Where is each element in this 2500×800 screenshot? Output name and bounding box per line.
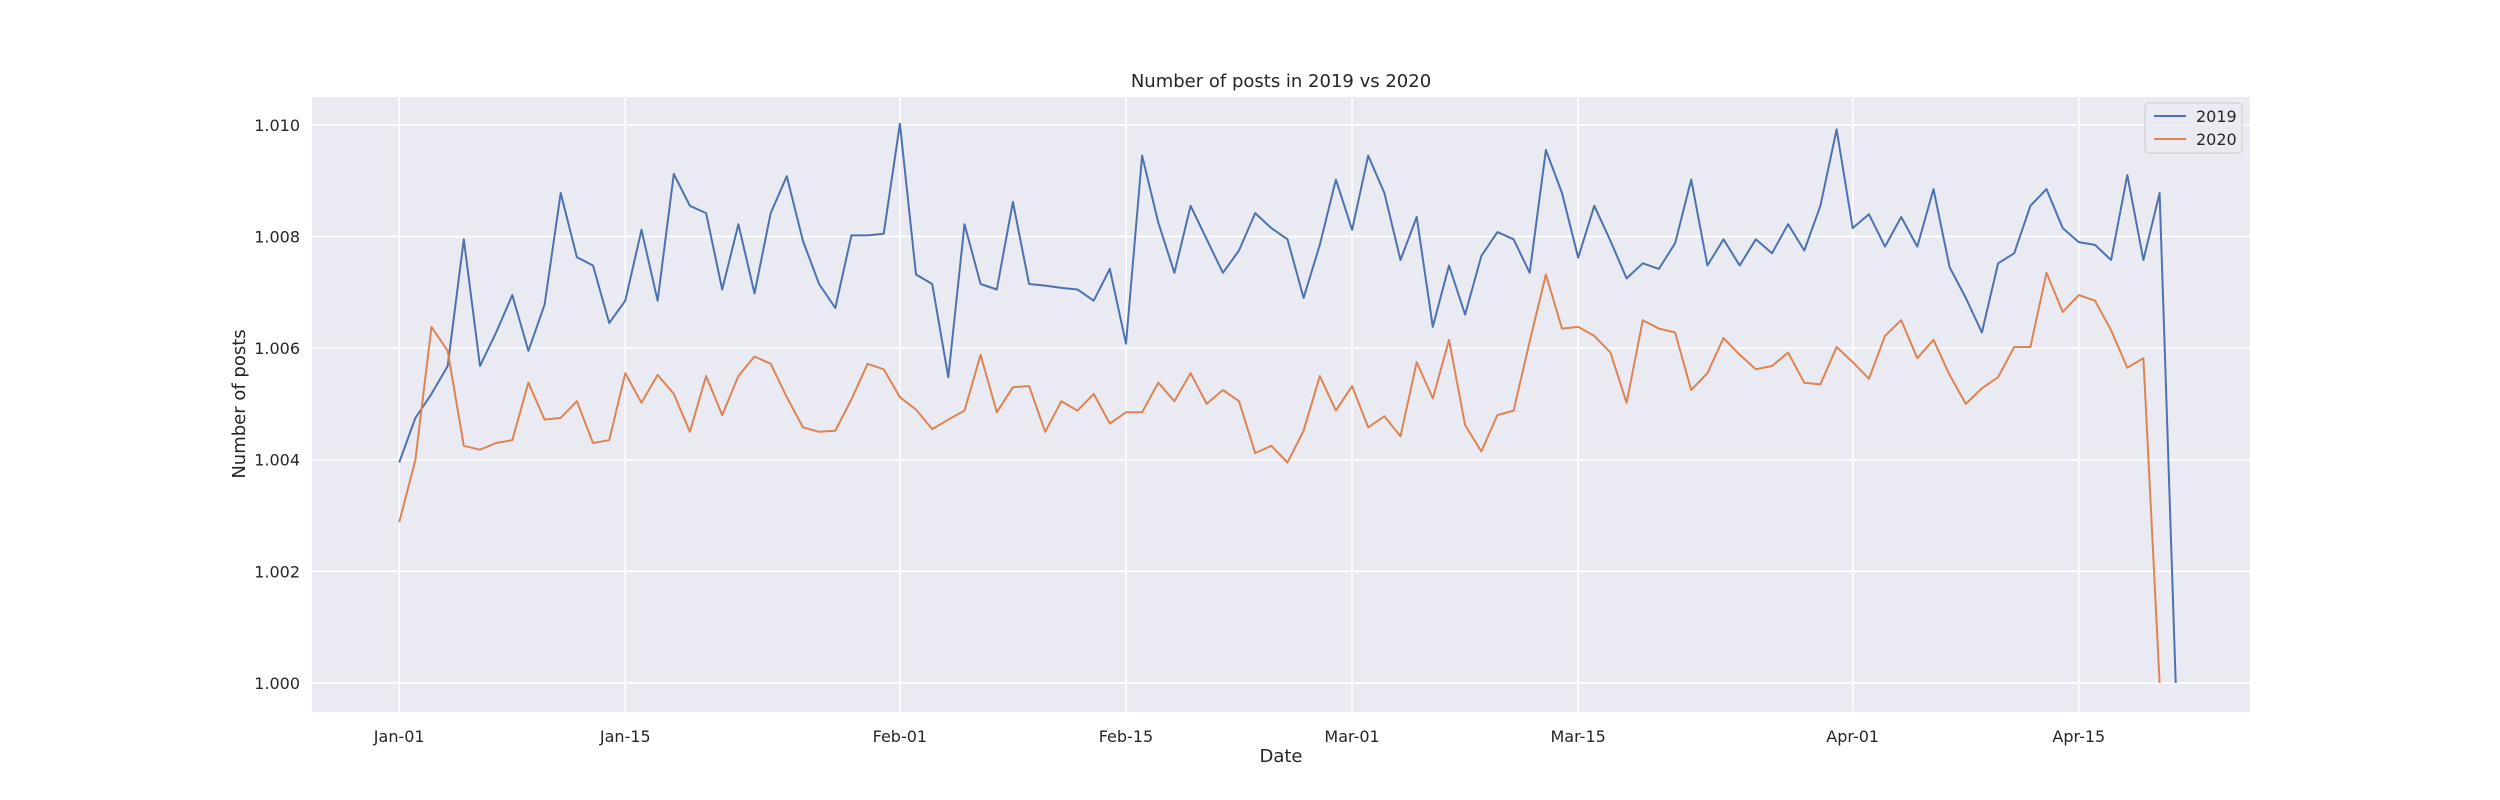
x-tick-label: Mar-15 [1551, 727, 1606, 746]
grid-lines [312, 97, 2250, 712]
x-axis-label: Date [1259, 746, 1302, 767]
y-axis-label: Number of posts [229, 329, 250, 478]
legend-label-2019: 2019 [2196, 107, 2237, 126]
y-tick-label: 1.010 [254, 116, 300, 135]
x-tick-label: Apr-01 [1826, 727, 1879, 746]
x-tick-label: Mar-01 [1324, 727, 1379, 746]
series-lines [398, 122, 2177, 684]
plot-area [312, 97, 2250, 712]
x-tick-label: Feb-01 [873, 727, 927, 746]
series-line-2019 [398, 122, 2177, 684]
y-tick-label: 1.006 [254, 339, 300, 358]
x-tick-label: Jan-15 [599, 727, 651, 746]
tick-labels: 1.000 1.002 1.004 1.006 1.008 1.010 Jan-01 Jan-… [254, 116, 2105, 746]
y-tick-label: 1.004 [254, 451, 300, 470]
legend-label-2020: 2020 [2196, 130, 2237, 149]
chart-title: Number of posts in 2019 vs 2020 [1131, 71, 1431, 92]
x-tick-label: Apr-15 [2052, 727, 2105, 746]
legend: 2019 2020 [2144, 102, 2243, 154]
x-tick-label: Jan-01 [373, 727, 425, 746]
x-tick-label: Feb-15 [1099, 727, 1153, 746]
y-tick-label: 1.000 [254, 674, 300, 693]
y-tick-label: 1.002 [254, 562, 300, 581]
y-tick-label: 1.008 [254, 228, 300, 247]
series-line-2020 [398, 271, 2161, 684]
